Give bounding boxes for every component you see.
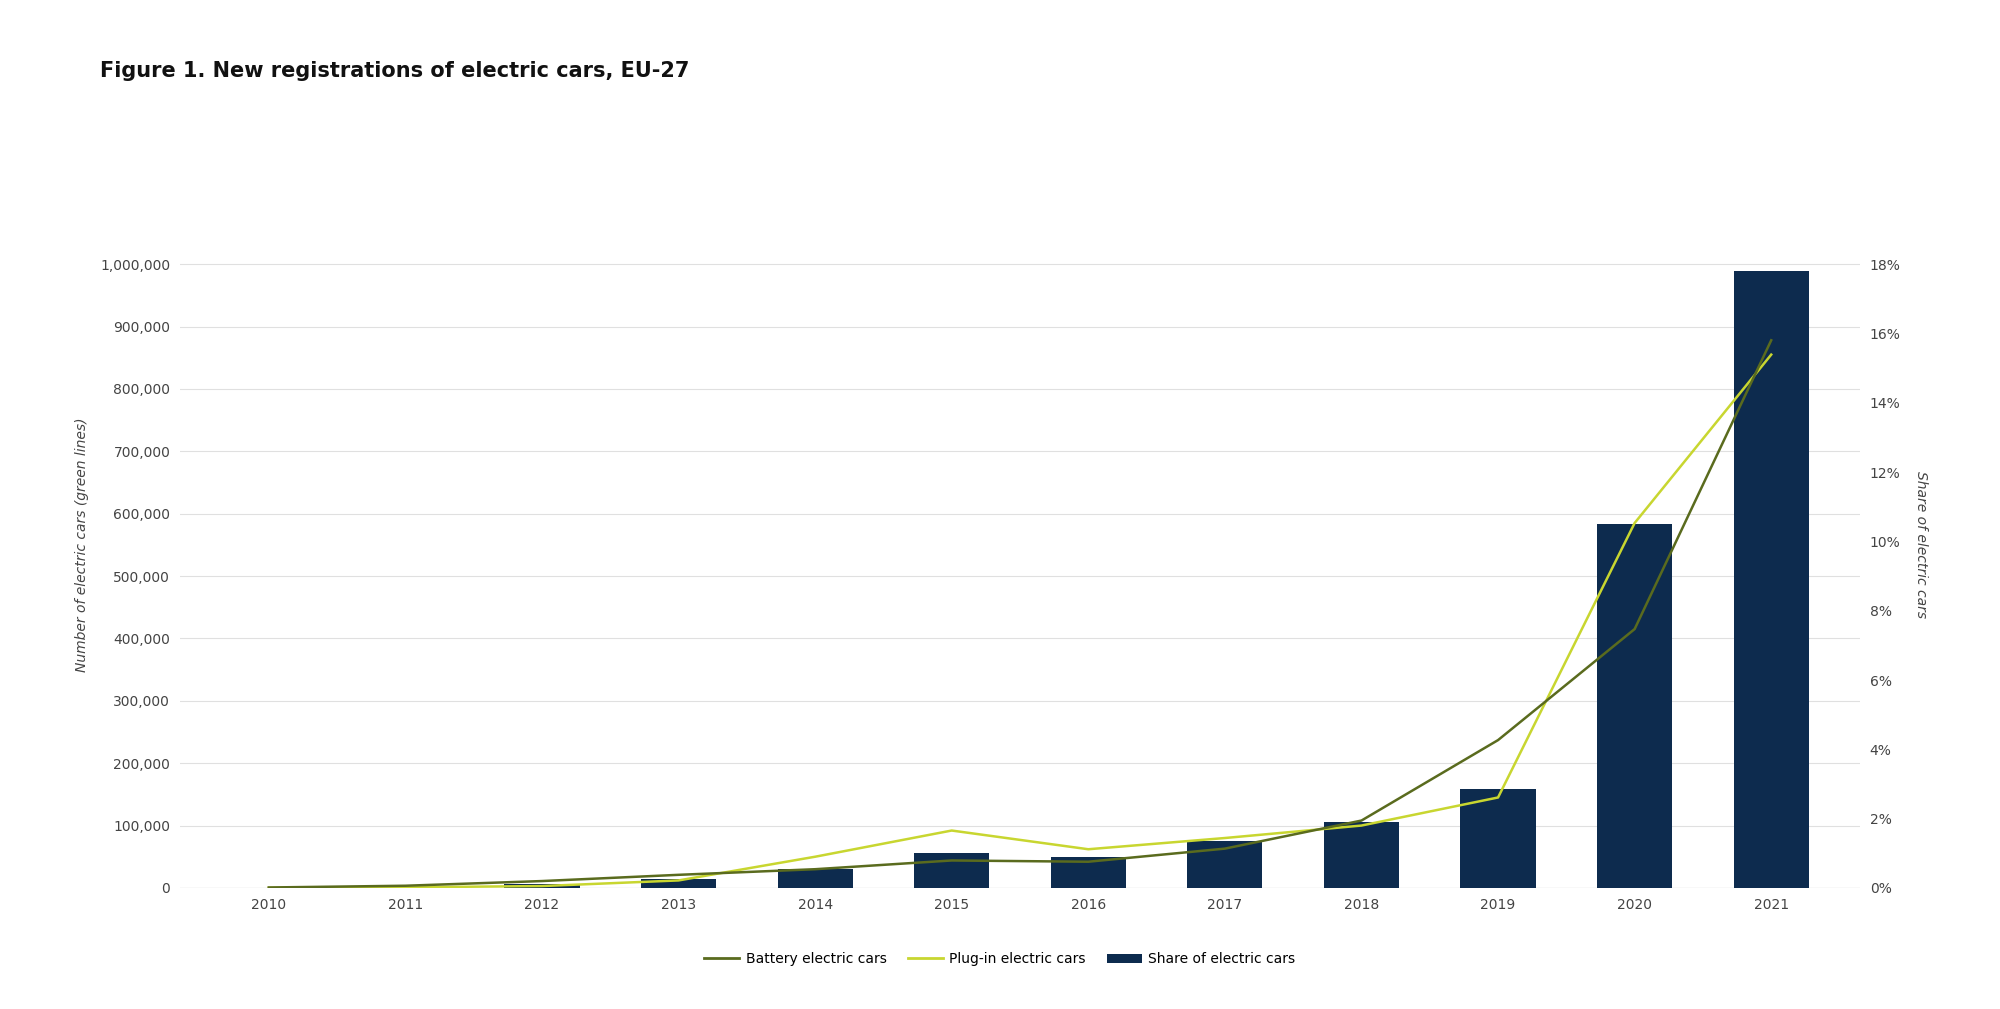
Plug-in electric cars — [1350, 819, 1374, 831]
Plug-in electric cars — [1076, 844, 1100, 856]
Battery electric cars — [1076, 856, 1100, 868]
Battery electric cars — [394, 880, 418, 892]
Line: Plug-in electric cars: Plug-in electric cars — [268, 354, 1772, 888]
Bar — [1598, 524, 1672, 888]
Plug-in electric cars — [256, 882, 280, 894]
Battery electric cars — [1760, 334, 1784, 346]
Bar — [914, 854, 990, 888]
Legend: Battery electric cars, Plug-in electric cars, Share of electric cars: Battery electric cars, Plug-in electric … — [698, 946, 1302, 972]
Battery electric cars — [530, 875, 554, 887]
Y-axis label: Share of electric cars: Share of electric cars — [1914, 471, 1928, 619]
Plug-in electric cars — [666, 875, 690, 887]
Bar — [368, 887, 442, 888]
Bar — [1050, 857, 1126, 888]
Plug-in electric cars — [1760, 348, 1784, 360]
Plug-in electric cars — [1486, 791, 1510, 803]
Battery electric cars — [1622, 623, 1646, 635]
Battery electric cars — [940, 855, 964, 867]
Plug-in electric cars — [530, 880, 554, 892]
Plug-in electric cars — [940, 824, 964, 836]
Plug-in electric cars — [1212, 832, 1236, 845]
Bar — [1460, 789, 1536, 888]
Bar — [640, 879, 716, 888]
Plug-in electric cars — [1622, 517, 1646, 529]
Battery electric cars — [1486, 734, 1510, 746]
Line: Battery electric cars: Battery electric cars — [268, 340, 1772, 888]
Text: Figure 1. New registrations of electric cars, EU-27: Figure 1. New registrations of electric … — [100, 61, 690, 81]
Bar — [1324, 822, 1400, 888]
Battery electric cars — [1212, 843, 1236, 855]
Battery electric cars — [804, 863, 828, 875]
Bar — [1188, 842, 1262, 888]
Bar — [778, 869, 852, 888]
Battery electric cars — [666, 869, 690, 881]
Battery electric cars — [1350, 814, 1374, 826]
Plug-in electric cars — [394, 881, 418, 893]
Battery electric cars — [256, 882, 280, 894]
Y-axis label: Number of electric cars (green lines): Number of electric cars (green lines) — [76, 418, 90, 672]
Bar — [504, 884, 580, 888]
Bar — [1734, 271, 1808, 888]
Plug-in electric cars — [804, 851, 828, 863]
